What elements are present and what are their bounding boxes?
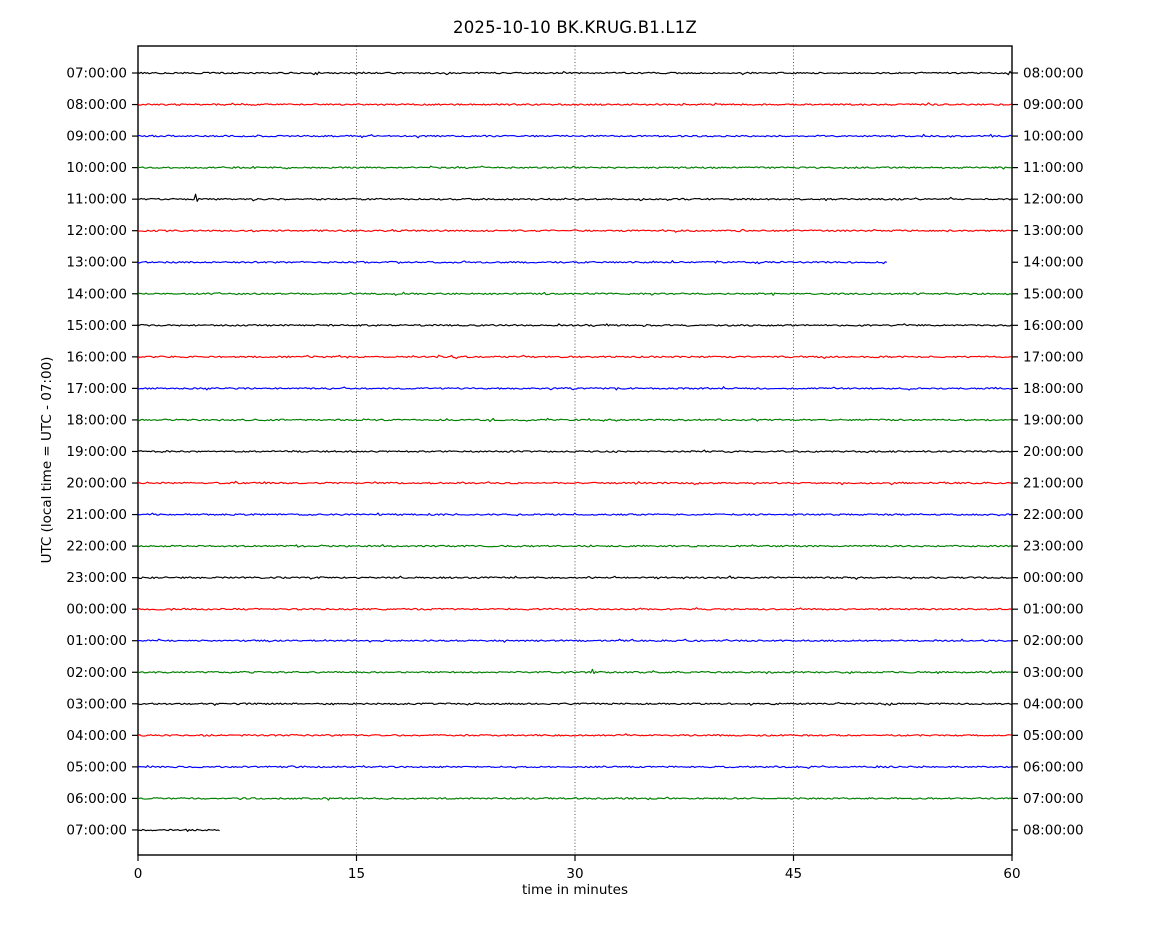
trace-1200 <box>137 228 1012 233</box>
row-label-utc-start: 09:00:00 <box>66 129 127 145</box>
row-label-utc-start: 16:00:00 <box>66 349 127 365</box>
row-label-utc-start: 07:00:00 <box>66 822 127 838</box>
trace-2000 <box>137 480 1012 486</box>
x-axis-label: time in minutes <box>521 882 629 898</box>
trace-0700 <box>137 828 220 832</box>
row-label-utc-end: 16:00:00 <box>1023 318 1084 334</box>
trace-0600 <box>137 796 1012 801</box>
trace-1000 <box>137 165 1012 170</box>
row-label-utc-start: 05:00:00 <box>66 759 127 775</box>
row-label-utc-start: 07:00:00 <box>66 66 127 82</box>
row-label-utc-end: 17:00:00 <box>1023 349 1084 365</box>
trace-1800 <box>137 417 1012 423</box>
trace-1500 <box>137 323 1012 327</box>
row-label-utc-start: 04:00:00 <box>66 728 127 744</box>
row-label-utc-start: 22:00:00 <box>66 539 127 555</box>
x-tick-label: 30 <box>566 866 583 882</box>
row-label-utc-end: 03:00:00 <box>1023 665 1084 681</box>
row-label-utc-start: 19:00:00 <box>66 444 127 460</box>
row-label-utc-end: 04:00:00 <box>1023 696 1084 712</box>
trace-0300 <box>137 702 1012 706</box>
row-label-utc-end: 18:00:00 <box>1023 381 1084 397</box>
row-label-utc-end: 00:00:00 <box>1023 570 1084 586</box>
row-label-utc-end: 19:00:00 <box>1023 412 1084 428</box>
x-tick-label: 0 <box>134 866 143 882</box>
row-label-utc-start: 11:00:00 <box>66 192 127 208</box>
row-label-utc-end: 07:00:00 <box>1023 791 1084 807</box>
trace-1400 <box>137 291 1012 296</box>
row-label-utc-end: 14:00:00 <box>1023 255 1084 271</box>
row-label-utc-start: 15:00:00 <box>66 318 127 334</box>
trace-1900 <box>137 449 1012 454</box>
trace-2200 <box>137 544 1012 548</box>
row-label-utc-end: 13:00:00 <box>1023 223 1084 239</box>
trace-0100 <box>137 638 1012 643</box>
trace-0400 <box>137 733 1012 737</box>
trace-0700 <box>137 70 1013 76</box>
trace-0200 <box>137 668 1012 675</box>
row-label-utc-end: 08:00:00 <box>1023 66 1084 82</box>
row-label-utc-end: 23:00:00 <box>1023 539 1084 555</box>
row-label-utc-start: 13:00:00 <box>66 255 127 271</box>
row-label-utc-end: 22:00:00 <box>1023 507 1084 523</box>
row-label-utc-end: 21:00:00 <box>1023 476 1084 492</box>
trace-1600 <box>137 354 1012 360</box>
trace-0500 <box>137 765 1012 769</box>
trace-2100 <box>137 512 1012 517</box>
row-label-utc-start: 00:00:00 <box>66 602 127 618</box>
row-label-utc-start: 17:00:00 <box>66 381 127 397</box>
x-tick-label: 45 <box>785 866 802 882</box>
row-label-utc-end: 05:00:00 <box>1023 728 1084 744</box>
row-label-utc-start: 14:00:00 <box>66 286 127 302</box>
row-label-utc-end: 10:00:00 <box>1023 129 1084 145</box>
row-label-utc-start: 01:00:00 <box>66 633 127 649</box>
row-label-utc-end: 12:00:00 <box>1023 192 1084 208</box>
row-label-utc-end: 09:00:00 <box>1023 97 1084 113</box>
row-label-utc-end: 15:00:00 <box>1023 286 1084 302</box>
x-tick-label: 15 <box>348 866 365 882</box>
trace-0800 <box>137 102 1012 106</box>
row-label-utc-start: 20:00:00 <box>66 476 127 492</box>
row-label-utc-start: 08:00:00 <box>66 97 127 113</box>
row-label-utc-end: 20:00:00 <box>1023 444 1084 460</box>
row-label-utc-end: 06:00:00 <box>1023 759 1084 775</box>
trace-1300 <box>137 260 887 265</box>
row-label-utc-start: 21:00:00 <box>66 507 127 523</box>
y-axis-label: UTC (local time = UTC - 07:00) <box>39 356 55 564</box>
row-label-utc-start: 10:00:00 <box>66 160 127 176</box>
trace-0900 <box>137 133 1012 139</box>
row-label-utc-start: 03:00:00 <box>66 696 127 712</box>
row-label-utc-start: 12:00:00 <box>66 223 127 239</box>
row-label-utc-start: 06:00:00 <box>66 791 127 807</box>
trace-0000 <box>137 607 1012 611</box>
row-label-utc-start: 02:00:00 <box>66 665 127 681</box>
x-tick-label: 60 <box>1003 866 1020 882</box>
row-label-utc-end: 08:00:00 <box>1023 822 1084 838</box>
chart-title: 2025-10-10 BK.KRUG.B1.L1Z <box>453 18 697 37</box>
row-label-utc-end: 11:00:00 <box>1023 160 1084 176</box>
trace-1700 <box>137 386 1012 391</box>
row-label-utc-end: 01:00:00 <box>1023 602 1084 618</box>
trace-1100 <box>138 193 1012 202</box>
trace-2300 <box>137 575 1012 580</box>
row-label-utc-end: 02:00:00 <box>1023 633 1084 649</box>
row-label-utc-start: 18:00:00 <box>66 412 127 428</box>
row-label-utc-start: 23:00:00 <box>66 570 127 586</box>
